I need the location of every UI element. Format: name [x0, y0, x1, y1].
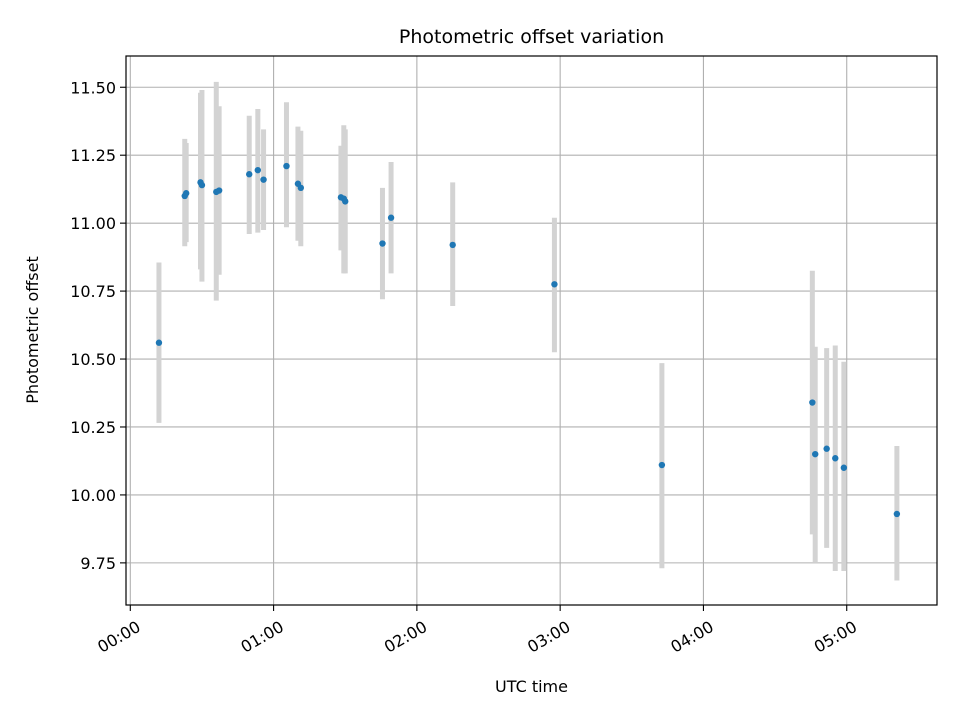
data-points — [155, 162, 901, 518]
plot-frame — [125, 55, 938, 606]
y-tick-label: 9.75 — [80, 554, 116, 573]
y-tick-label: 11.00 — [70, 214, 116, 233]
y-tick-label: 11.25 — [70, 146, 116, 165]
data-point — [379, 240, 386, 247]
data-point — [893, 510, 901, 518]
data-point — [342, 198, 349, 205]
data-point — [840, 464, 848, 471]
data-point — [832, 455, 839, 462]
data-point — [155, 339, 163, 346]
x-axis-label: UTC time — [495, 677, 568, 696]
data-point — [198, 181, 206, 189]
chart-title: Photometric offset variation — [399, 26, 664, 48]
data-point — [297, 184, 305, 192]
y-tick-label: 10.50 — [70, 350, 116, 369]
y-tick-label: 11.50 — [70, 78, 116, 97]
data-point — [387, 214, 395, 221]
data-point — [823, 445, 830, 452]
data-point — [551, 281, 558, 288]
data-point — [283, 162, 290, 170]
data-point — [449, 241, 456, 249]
data-point — [246, 171, 253, 178]
data-point — [254, 166, 262, 174]
data-point — [182, 190, 190, 197]
data-point — [658, 461, 666, 469]
y-axis-label: Photometric offset — [23, 256, 42, 404]
data-point — [215, 187, 223, 194]
data-point — [812, 450, 819, 458]
data-point — [260, 176, 267, 183]
y-tick-label: 10.75 — [70, 282, 116, 301]
y-tick-label: 10.00 — [70, 486, 116, 505]
grid — [126, 56, 937, 605]
y-tick-label: 10.25 — [70, 418, 116, 437]
data-point — [809, 399, 816, 406]
